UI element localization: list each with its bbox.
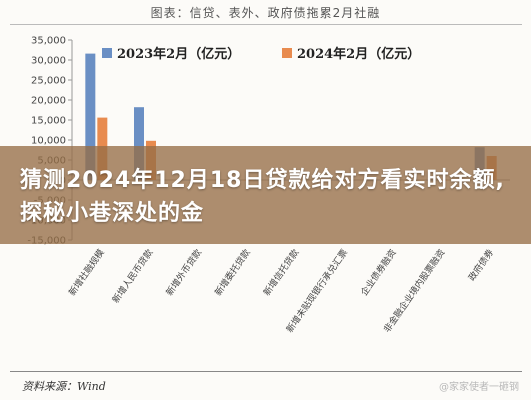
y-tick-label: 35,000	[31, 36, 66, 47]
x-category-label: 企业债券融资	[358, 247, 399, 298]
x-category-label: 新增委托贷款	[212, 247, 253, 298]
x-category-label: 新增人民币贷款	[109, 247, 155, 306]
legend-swatch-2023	[102, 48, 112, 58]
x-category-label: 新增外币贷款	[163, 247, 204, 298]
headline-text: 猜测2024年12月18日贷款给对方看实时余额,探秘小巷深处的金	[20, 168, 505, 226]
bar-2023-1	[134, 107, 144, 180]
bar-2023-0	[85, 53, 96, 180]
y-tick-label: 20,000	[31, 96, 66, 107]
x-category-label: 政府债券	[466, 247, 496, 283]
y-tick-label: 15,000	[31, 116, 66, 127]
source-note: 资料来源：Wind	[22, 380, 106, 393]
y-tick-label: 30,000	[31, 56, 66, 67]
headline-banner	[0, 146, 531, 244]
y-tick-label: 25,000	[31, 76, 66, 87]
x-category-label: 新增信托贷款	[261, 247, 302, 298]
legend-label-2024: 2024年2月（亿元）	[297, 46, 420, 62]
legend-label-2023: 2023年2月（亿元）	[117, 46, 240, 62]
caption-divider	[10, 24, 522, 25]
y-tick-label: 10,000	[31, 136, 66, 147]
watermark-text: @家家使者一砸钢	[439, 382, 519, 393]
source-divider	[10, 371, 522, 372]
x-category-label: 新增社融规模	[66, 247, 107, 298]
chart-caption: 图表：信贷、表外、政府债拖累2月社融	[150, 6, 381, 20]
legend-swatch-2024	[282, 48, 292, 58]
